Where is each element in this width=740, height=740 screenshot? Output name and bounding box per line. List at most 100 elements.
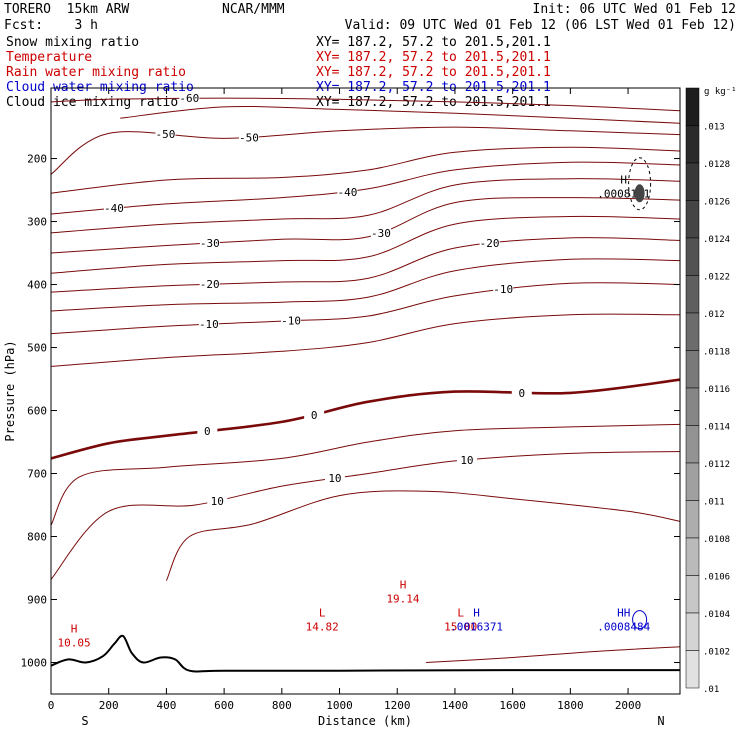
isotherm-label-bg <box>179 92 200 105</box>
colorbar-cell <box>685 162 700 201</box>
isotherm-label-0: 0 <box>204 425 211 438</box>
field-snow-xy: XY= 187.2, 57.2 to 201.5,201.1 <box>316 35 551 50</box>
isotherm-layer <box>50 97 681 663</box>
isotherm-label-bg <box>479 236 500 249</box>
init-time: Init: 06 UTC Wed 01 Feb 12 <box>532 2 737 17</box>
extremum-value: 10.05 <box>58 636 91 649</box>
isotherm-label--40: -40 <box>337 186 357 199</box>
colorbar-cell <box>685 237 700 276</box>
terrain-line <box>50 634 680 673</box>
field-snow-name: Snow mixing ratio <box>6 35 140 50</box>
extremum-value: .0016371 <box>450 621 503 634</box>
y-tick-label: 1000 <box>21 657 48 670</box>
x-axis: 0 200 400 600 800 1000 1200 1400 1600 1800 2000 <box>48 88 641 712</box>
isotherm-label-bg <box>238 131 259 144</box>
isotherm-label-bg <box>304 408 325 421</box>
isotherm-label-bg <box>511 386 532 399</box>
colorbar-cell <box>685 125 700 164</box>
isotherm-10 <box>50 451 681 580</box>
colorbar-label: .01 <box>703 685 719 695</box>
isotherm-label--10: -10 <box>281 315 301 328</box>
x-tick-label: 1000 <box>326 699 353 712</box>
model-title: TORERO 15km ARW <box>4 2 130 17</box>
colorbar-cell <box>685 500 700 539</box>
isotherm--60 <box>50 97 681 112</box>
colorbar-label: .0122 <box>703 273 730 283</box>
isotherm-label--50: -50 <box>156 128 176 141</box>
isotherm-label-bg <box>199 278 220 291</box>
extremum-h-marker: H <box>71 622 78 635</box>
colorbar-cell <box>685 350 700 389</box>
forecast-hour: Fcst: 3 h <box>4 18 98 33</box>
colorbar-label: .012 <box>703 310 725 320</box>
isotherm--25 <box>50 215 681 274</box>
isotherm-label-0: 0 <box>311 409 318 422</box>
colorbar-label: .0118 <box>703 348 730 358</box>
isotherm--5 <box>50 313 681 367</box>
extremum-l-marker: L <box>319 607 326 620</box>
extremum-value: 15.00 <box>444 621 477 634</box>
isotherm-label--40: -40 <box>104 202 124 215</box>
extremum-h-marker: H <box>473 607 480 620</box>
isotherm-15 <box>165 490 681 581</box>
colorbar-cell <box>685 462 700 501</box>
extremum-value: 14.82 <box>306 621 339 634</box>
ice-cloud-outline <box>628 157 652 211</box>
x-tick-label: 800 <box>272 699 292 712</box>
x-tick-label: 1600 <box>499 699 526 712</box>
isotherm-label--60: -60 <box>179 92 199 105</box>
x-tick-label: 200 <box>99 699 119 712</box>
isotherm--35 <box>50 178 681 234</box>
extremum-h-marker: H <box>620 173 627 186</box>
isotherm-label-bg <box>198 318 219 331</box>
x-axis-label: Distance (km) <box>318 714 412 728</box>
isotherm-label-bg <box>493 283 514 296</box>
colorbar-label: .0114 <box>703 423 730 433</box>
colorbar-cell <box>685 650 700 689</box>
isotherm-label-bg <box>337 185 358 198</box>
x-tick-label: 0 <box>48 699 55 712</box>
field-temperature-name: Temperature <box>6 50 93 65</box>
colorbar-cell <box>685 387 700 426</box>
colorbar-cell <box>685 425 700 464</box>
y-tick-label: 800 <box>27 531 47 544</box>
y-axis-label: Pressure (hPa) <box>3 340 17 441</box>
colorbar-label: .011 <box>703 498 725 508</box>
isotherm-label-bg <box>281 314 302 327</box>
isotherm--10 <box>50 282 681 335</box>
isotherm-label-bg <box>456 453 477 466</box>
isotherm-label--50: -50 <box>239 132 259 145</box>
field-temperature-xy: XY= 187.2, 57.2 to 201.5,201.1 <box>316 50 551 65</box>
isotherm--55 <box>120 105 681 124</box>
isotherm-label-10: 10 <box>211 495 224 508</box>
isotherm--50 <box>50 126 681 175</box>
isotherm-label-bg <box>370 227 391 240</box>
colorbar-cell <box>685 612 700 651</box>
isotherm-label-bg <box>103 202 124 215</box>
contour-label-layer: -60 -50 -50 -40 -40 -30 -30 -20 -20 -10 -10 -10 0 0 0 1… <box>103 92 532 508</box>
colorbar-cell <box>685 312 700 351</box>
isotherm-label--20: -20 <box>480 237 500 250</box>
isotherm-label-bg <box>197 425 218 438</box>
extremum-hh-marker: HH <box>617 607 630 620</box>
colorbar-label: .0106 <box>703 573 730 583</box>
colorbar-label: .0102 <box>703 648 730 658</box>
colorbar-label: .0128 <box>703 160 730 170</box>
ice-cloud-core <box>634 184 645 203</box>
center-label: NCAR/MMM <box>222 2 285 17</box>
x-tick-label: 1400 <box>442 699 469 712</box>
extremum-value: .0008484 <box>597 621 650 634</box>
cloud-water-outline <box>632 610 648 630</box>
y-tick-label: 700 <box>27 468 47 481</box>
north-end-label: N <box>657 714 664 728</box>
x-tick-label: 600 <box>214 699 234 712</box>
isotherm-label--20: -20 <box>200 278 220 291</box>
extremum-h-marker: H <box>400 578 407 591</box>
y-tick-label: 200 <box>27 153 47 166</box>
isotherm-label-bg <box>324 472 345 485</box>
colorbar-label: .0104 <box>703 610 730 620</box>
colorbar-cell <box>685 200 700 239</box>
colorbar-label: .013 <box>703 123 725 133</box>
colorbar-cell <box>685 275 700 314</box>
